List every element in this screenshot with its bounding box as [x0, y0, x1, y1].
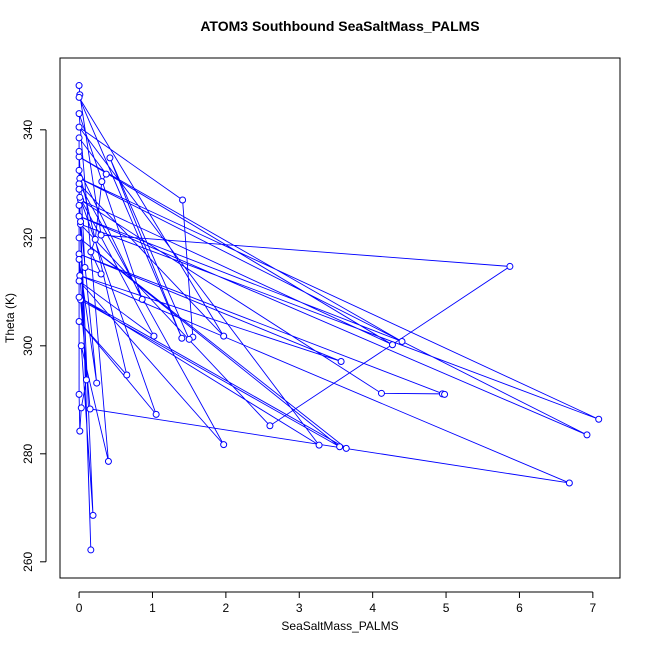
x-axis-label: SeaSaltMass_PALMS — [281, 619, 398, 633]
data-point — [75, 293, 83, 301]
series-line — [78, 85, 599, 550]
data-point — [75, 147, 83, 155]
data-point — [266, 422, 274, 430]
data-point — [565, 479, 573, 487]
data-point — [75, 234, 83, 242]
data-point — [86, 405, 94, 413]
plot-frame — [59, 57, 621, 579]
data-point — [220, 441, 228, 449]
data-point — [152, 410, 160, 418]
data-point — [506, 262, 514, 270]
data-point — [75, 166, 83, 174]
y-tick-label: 260 — [21, 551, 35, 571]
data-point — [89, 511, 97, 519]
data-point — [75, 123, 83, 131]
data-point — [337, 357, 345, 365]
data-point — [75, 185, 83, 193]
data-point — [336, 443, 344, 451]
data-point — [82, 376, 90, 384]
data-point — [77, 342, 85, 350]
data-point — [220, 332, 228, 340]
y-axis-label: Theta (K) — [3, 293, 17, 343]
data-point — [441, 390, 449, 398]
x-tick-label: 1 — [149, 601, 156, 615]
data-point — [388, 341, 396, 349]
y-tick-label: 280 — [21, 443, 35, 463]
data-point — [75, 390, 83, 398]
data-point — [98, 178, 106, 186]
data-point — [398, 337, 406, 345]
x-tick-label: 4 — [369, 601, 376, 615]
x-tick-label: 5 — [443, 601, 450, 615]
data-point — [178, 334, 186, 342]
data-point — [77, 404, 85, 412]
data-point — [377, 389, 385, 397]
y-tick-label: 300 — [21, 335, 35, 355]
data-point — [150, 332, 158, 340]
data-point — [595, 415, 603, 423]
data-point — [179, 196, 187, 204]
data-point — [75, 318, 83, 326]
data-point — [185, 335, 193, 343]
x-tick-label: 7 — [590, 601, 597, 615]
data-point — [138, 295, 146, 303]
x-tick-label: 2 — [223, 601, 230, 615]
data-point — [75, 93, 83, 101]
data-point — [342, 444, 350, 452]
data-point — [75, 110, 83, 118]
data-point — [76, 427, 84, 435]
data-point — [75, 82, 83, 90]
data-point — [81, 264, 89, 272]
data-point — [75, 277, 83, 285]
x-tick-label: 0 — [76, 601, 83, 615]
data-point — [87, 248, 95, 256]
data-point — [75, 201, 83, 209]
data-point — [583, 431, 591, 439]
y-tick-label: 320 — [21, 227, 35, 247]
data-point — [75, 134, 83, 142]
y-tick-label: 340 — [21, 119, 35, 139]
data-point — [104, 457, 112, 465]
chart-title: ATOM3 Southbound SeaSaltMass_PALMS — [200, 18, 479, 34]
x-tick-label: 3 — [296, 601, 303, 615]
data-point — [91, 235, 99, 243]
data-point — [87, 546, 95, 554]
data-point — [97, 231, 105, 239]
data-point — [102, 170, 110, 178]
data-point — [97, 270, 105, 278]
data-point — [76, 193, 84, 201]
data-point — [123, 371, 131, 379]
data-point — [77, 218, 85, 226]
data-point — [315, 441, 323, 449]
data-point — [93, 379, 101, 387]
data-point — [75, 255, 83, 263]
x-tick-label: 6 — [516, 601, 523, 615]
data-point — [106, 154, 114, 162]
